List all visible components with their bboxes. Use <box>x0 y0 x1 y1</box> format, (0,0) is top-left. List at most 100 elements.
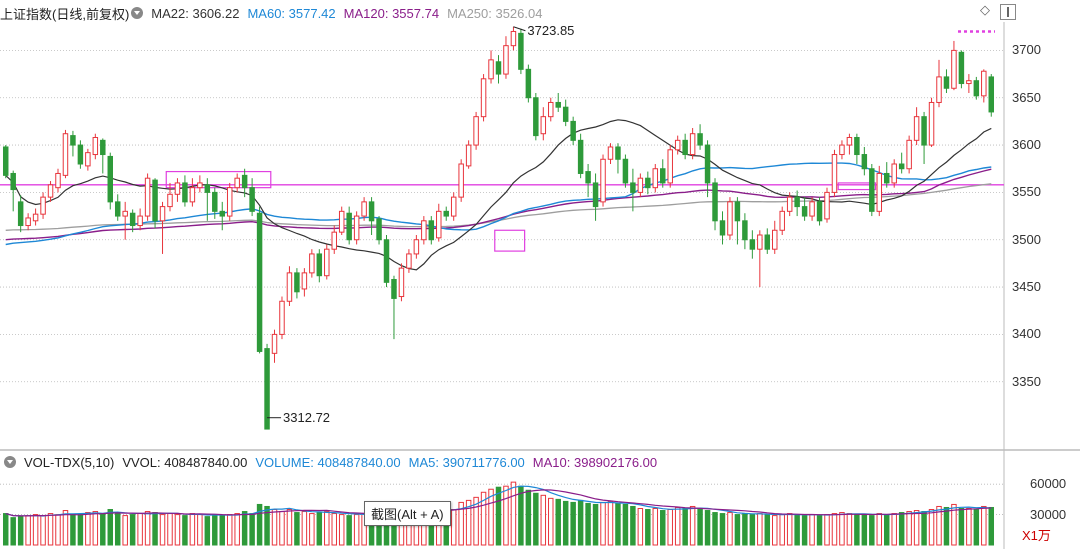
candle-down <box>801 206 808 217</box>
ma120-label: MA120: 3557.74 <box>343 5 440 21</box>
candle-down <box>704 144 711 184</box>
candle-down <box>376 218 382 241</box>
candle-up <box>450 196 457 217</box>
ma5-label: MA5: 390711776.00 <box>408 454 525 470</box>
candle-up <box>891 163 897 184</box>
volume-bar <box>801 515 808 546</box>
highlight-box <box>837 182 877 191</box>
volume-tick-label: 30000 <box>1030 506 1067 522</box>
candle-down <box>973 80 980 97</box>
candle-down <box>816 201 823 222</box>
candle-down <box>368 201 375 222</box>
dropdown-icon[interactable] <box>4 456 16 468</box>
candle-down <box>921 116 927 146</box>
candle-down <box>958 51 965 85</box>
candle-up <box>353 215 360 241</box>
volume-bar <box>712 512 718 546</box>
candle-up <box>981 70 987 97</box>
volume-bar <box>234 513 240 546</box>
candle-up <box>607 146 614 160</box>
candle-down <box>884 172 890 184</box>
volume-bar <box>562 500 569 546</box>
volume-bar <box>189 513 196 546</box>
candle-down <box>794 196 800 208</box>
candle-down <box>854 136 860 156</box>
vol-ma10-line <box>5 489 992 517</box>
volume-bar <box>697 508 703 546</box>
volume-bar <box>906 511 912 546</box>
volume-bar <box>55 514 61 546</box>
candle-down <box>645 177 651 189</box>
volume-bar <box>786 513 793 546</box>
volume-bar <box>338 514 345 546</box>
candle-up <box>548 101 554 118</box>
volume-bar <box>346 515 352 546</box>
volume-label: VOLUME: 408487840.00 <box>255 454 401 470</box>
volume-bar <box>518 485 524 546</box>
candle-up <box>809 201 815 217</box>
volume-bar <box>660 510 666 546</box>
dropdown-icon[interactable] <box>131 7 144 19</box>
volume-bar <box>458 501 464 546</box>
volume-bar <box>674 506 681 546</box>
volume-bar <box>450 509 457 546</box>
candle-up <box>674 139 681 151</box>
candle-down <box>869 168 875 212</box>
y-tick-label: 3700 <box>1012 42 1041 58</box>
candle-up <box>727 201 733 236</box>
candle-up <box>913 116 920 141</box>
volume-bar <box>129 514 136 546</box>
volume-bar <box>607 500 614 546</box>
y-tick-label: 3550 <box>1012 184 1041 200</box>
volume-bar <box>309 513 315 546</box>
screenshot-tooltip: 截图(Alt + A) <box>364 501 451 526</box>
candle-down <box>742 220 748 241</box>
candle-down <box>100 139 106 156</box>
volume-bar <box>533 492 539 546</box>
candle-down <box>114 201 121 217</box>
candle-down <box>712 182 718 222</box>
volume-bar <box>637 508 644 546</box>
candle-down <box>592 182 599 208</box>
candle-down <box>70 135 76 146</box>
candle-down <box>256 212 263 352</box>
candle-up <box>421 220 427 241</box>
candle-up <box>309 253 315 274</box>
volume-bar <box>876 513 883 546</box>
volume-bar <box>271 509 278 546</box>
candle-down <box>241 174 248 189</box>
volume-bar <box>757 513 763 546</box>
candle-up <box>331 231 337 250</box>
volume-bar <box>861 514 868 546</box>
candle-up <box>189 187 196 203</box>
candle-down <box>391 278 397 299</box>
candle-up <box>197 182 203 189</box>
maximize-icon[interactable] <box>1000 4 1016 20</box>
volume-bar <box>503 485 509 546</box>
volume-bar <box>966 508 972 546</box>
candle-down <box>622 158 629 184</box>
candle-up <box>406 253 412 269</box>
candle-up <box>928 101 935 146</box>
volume-bar <box>62 510 69 546</box>
volume-bar <box>256 503 263 546</box>
diamond-icon[interactable]: ◇ <box>980 2 990 17</box>
candle-down <box>533 97 539 137</box>
candle-up <box>951 49 957 89</box>
volume-bar <box>884 514 890 546</box>
y-tick-label: 3650 <box>1012 89 1041 105</box>
volume-bar <box>839 512 845 546</box>
candle-up <box>25 217 31 227</box>
volume-bar <box>577 499 584 546</box>
candle-down <box>585 171 591 184</box>
volume-bar <box>585 502 591 546</box>
candle-up <box>286 272 293 302</box>
candle-down <box>898 163 905 170</box>
candle-down <box>562 106 569 122</box>
candle-down <box>107 155 113 203</box>
candle-up <box>279 300 285 335</box>
ma60-line <box>5 162 992 246</box>
volume-bar <box>936 505 942 546</box>
volume-bar <box>495 486 502 546</box>
volume-bar <box>510 481 517 546</box>
